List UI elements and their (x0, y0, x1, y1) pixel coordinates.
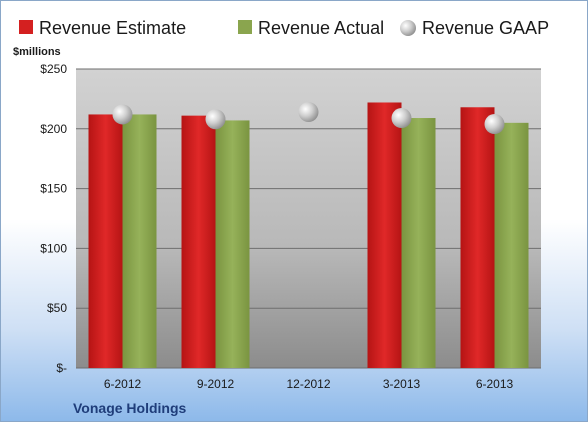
legend-label-revenue-actual: Revenue Actual (258, 18, 384, 38)
company-label: Vonage Holdings (73, 400, 187, 416)
point-revenue-gaap (484, 114, 505, 135)
y-tick-label: $100 (40, 241, 67, 255)
point-revenue-gaap (298, 102, 319, 123)
point-revenue-gaap (205, 109, 226, 130)
bar-revenue-estimate (88, 114, 123, 368)
x-tick-label: 6-2013 (476, 377, 514, 391)
bar-revenue-estimate (181, 115, 216, 368)
bar-revenue-estimate (367, 102, 402, 368)
legend-swatch-revenue-gaap (400, 20, 416, 36)
bar-revenue-actual (122, 114, 157, 368)
bar-revenue-actual (494, 122, 529, 368)
bar-revenue-actual (215, 120, 250, 368)
y-axis-ticks: $- $50 $100 $150 $200 $250 (40, 62, 67, 375)
x-tick-label: 9-2012 (197, 377, 235, 391)
bar-revenue-actual (401, 118, 436, 368)
legend-swatch-revenue-actual (238, 20, 252, 34)
x-axis-ticks: 6-2012 9-2012 12-2012 3-2013 6-2013 (104, 377, 514, 391)
legend: Revenue Estimate Revenue Actual Revenue … (19, 18, 549, 38)
y-tick-label: $150 (40, 182, 67, 196)
bar-revenue-estimate (460, 107, 495, 368)
y-axis-unit-label: $millions (13, 46, 61, 58)
y-tick-label: $250 (40, 62, 67, 76)
x-tick-label: 12-2012 (286, 377, 330, 391)
x-tick-label: 6-2012 (104, 377, 142, 391)
y-tick-label: $50 (47, 301, 67, 315)
legend-label-revenue-estimate: Revenue Estimate (39, 18, 186, 38)
x-tick-label: 3-2013 (383, 377, 421, 391)
legend-swatch-revenue-estimate (19, 20, 33, 34)
y-tick-label: $200 (40, 122, 67, 136)
gaap-points (112, 102, 505, 135)
point-revenue-gaap (391, 108, 412, 129)
legend-label-revenue-gaap: Revenue GAAP (422, 18, 549, 38)
y-tick-label: $- (56, 361, 67, 375)
point-revenue-gaap (112, 104, 133, 125)
bars (88, 102, 529, 368)
